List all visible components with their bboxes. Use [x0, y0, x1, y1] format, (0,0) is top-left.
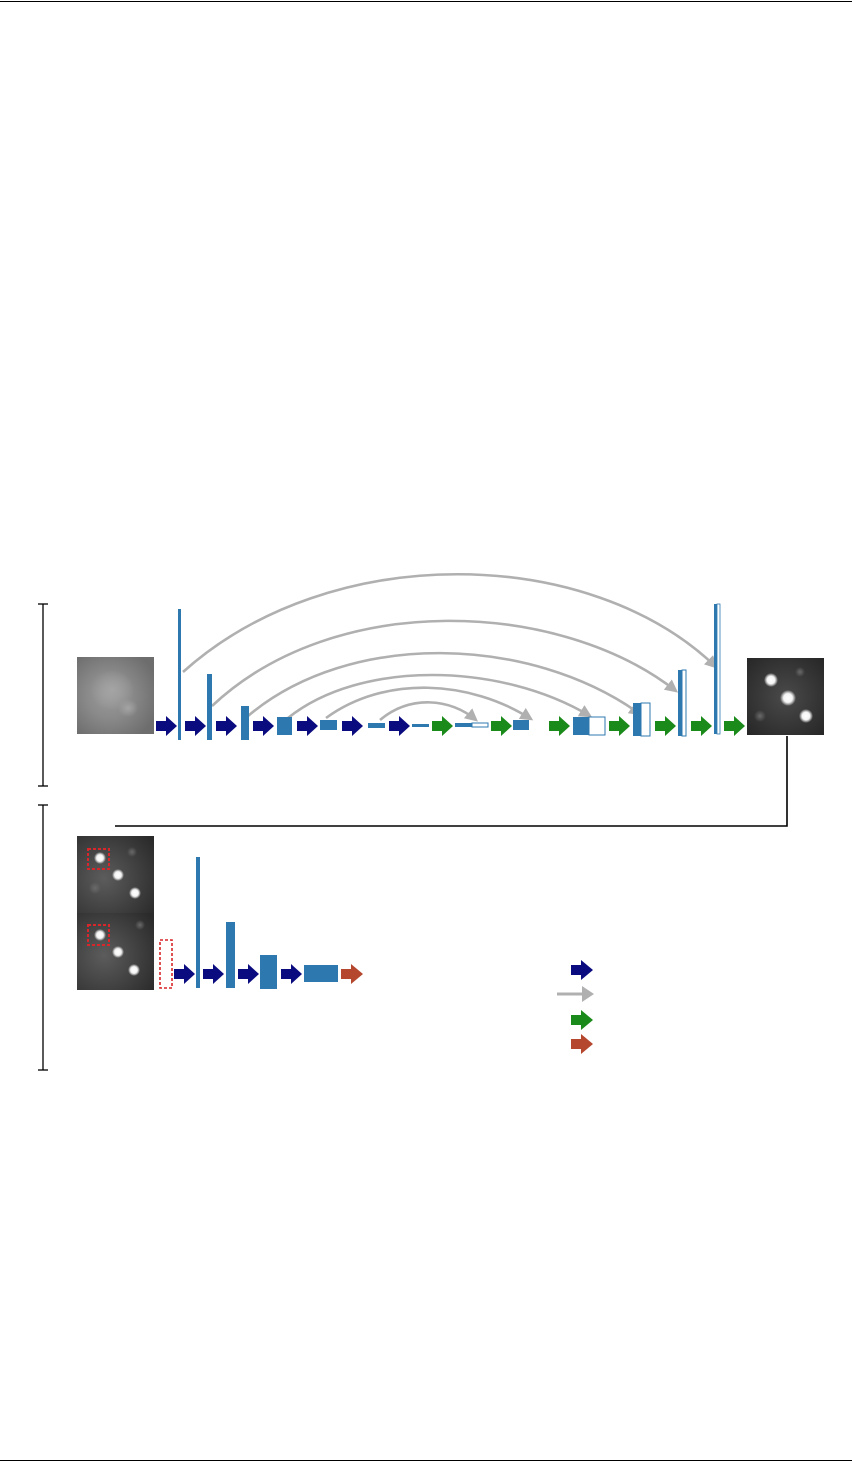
- conv-arrow: [156, 716, 177, 736]
- crop-source-image-bottom: [77, 913, 154, 990]
- upconv-arrow: [655, 716, 676, 736]
- section-bracket-bottom: [38, 804, 48, 1071]
- feature-map: [368, 723, 385, 728]
- conv-arrow: [185, 716, 206, 736]
- legend-output-arrow: [571, 1034, 593, 1054]
- output-arrow: [341, 964, 363, 984]
- decoder-feature-maps: [455, 603, 721, 737]
- conv-arrow: [238, 964, 259, 984]
- unet-arrows: [156, 716, 745, 736]
- conv-arrow: [216, 716, 237, 736]
- feature-map: [260, 955, 277, 989]
- feature-map: [573, 717, 589, 735]
- feature-map: [412, 724, 429, 727]
- feature-map: [678, 670, 682, 736]
- feature-map: [320, 720, 337, 730]
- skip-arc-3: [247, 651, 643, 717]
- conv-arrow: [389, 716, 410, 736]
- cropped-patch-input: [159, 939, 173, 989]
- feature-map: [277, 717, 292, 735]
- conv-arrow: [297, 716, 318, 736]
- upconv-arrow: [724, 716, 745, 736]
- conv-arrow: [253, 716, 274, 736]
- feature-map: [455, 723, 472, 727]
- page-footer-rule: [0, 1460, 852, 1461]
- skip-connections: [182, 572, 718, 722]
- feature-map: [714, 604, 717, 734]
- feature-map-copy: [716, 603, 721, 735]
- feature-map: [196, 857, 200, 988]
- feature-map-copy: [471, 722, 489, 728]
- skip-arc-4: [287, 673, 593, 720]
- detection-arrows: [174, 964, 363, 984]
- feature-map-copy: [588, 716, 606, 736]
- feature-map-copy: [681, 669, 687, 737]
- legend-conv-arrow: [571, 960, 593, 980]
- upconv-arrow: [549, 716, 570, 736]
- legend: [557, 960, 594, 1054]
- section-bracket-top: [38, 603, 48, 787]
- skip-arc-1: [182, 572, 718, 673]
- feature-map: [304, 965, 338, 982]
- feature-map-copy: [640, 702, 651, 737]
- feature-map: [178, 609, 181, 740]
- unet-output-image: [747, 658, 824, 735]
- crop-box: [87, 924, 110, 946]
- unet-input-image: [77, 657, 154, 734]
- upconv-arrow: [491, 716, 512, 736]
- page-header-rule: [0, 1, 852, 2]
- feature-map: [207, 674, 212, 740]
- encoder-feature-maps: [178, 609, 429, 740]
- stage-connector-line: [115, 736, 788, 827]
- conv-arrow: [174, 964, 195, 984]
- skip-arc-6: [379, 701, 478, 722]
- detection-feature-maps: [196, 857, 338, 989]
- conv-arrow: [281, 964, 302, 984]
- feature-map: [226, 922, 235, 988]
- legend-skip-arrow: [557, 986, 594, 1002]
- conv-arrow: [203, 964, 224, 984]
- conv-arrow: [342, 716, 363, 736]
- upconv-arrow: [432, 716, 453, 736]
- skip-arc-2: [211, 619, 679, 707]
- crop-source-image-top: [77, 836, 154, 913]
- feature-map: [513, 720, 529, 730]
- crop-box: [87, 848, 110, 870]
- skip-arc-5: [325, 686, 534, 721]
- upconv-arrow: [609, 716, 630, 736]
- feature-map: [633, 703, 641, 736]
- feature-map: [241, 706, 249, 740]
- legend-upconv-arrow: [571, 1010, 593, 1030]
- upconv-arrow: [691, 716, 712, 736]
